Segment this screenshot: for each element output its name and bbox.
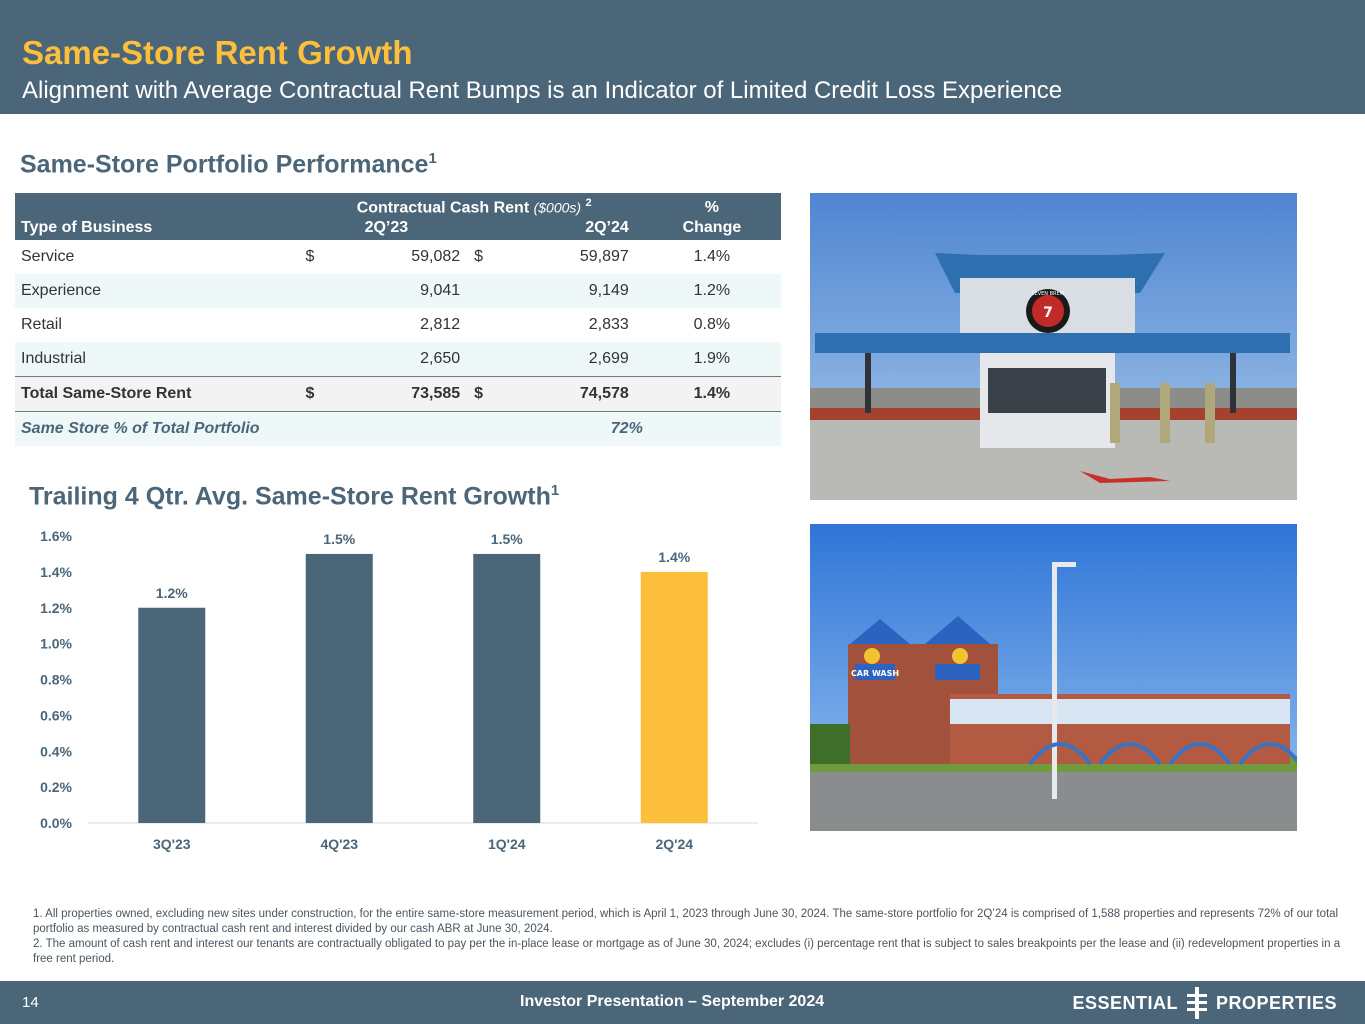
currency-symbol xyxy=(474,274,495,309)
row-name: Service xyxy=(21,248,75,266)
header-banner: Same-Store Rent Growth Alignment with Av… xyxy=(0,0,1365,114)
table-row: Experience 9,041 9,149 1.2% xyxy=(15,274,781,309)
bar-value-label: 1.5% xyxy=(323,531,355,547)
value-2q24: 2,833 xyxy=(588,316,629,334)
bar-value-label: 1.5% xyxy=(491,531,523,547)
value-2q24: 9,149 xyxy=(494,274,643,309)
footnotes: 1. All properties owned, excluding new s… xyxy=(33,907,1353,967)
currency-symbol xyxy=(474,342,495,377)
performance-title-text: Same-Store Portfolio Performance xyxy=(20,150,429,179)
rent-growth-bar-chart: 0.0% 0.2% 0.4% 0.6% 0.8% 1.0% 1.2% 1.4% 1.6% 1.2%… xyxy=(40,528,758,852)
company-logo: ESSENTIAL PROPERTIES xyxy=(1072,987,1337,1019)
value-2q23: 59,082 xyxy=(411,248,461,266)
y-tick-label: 1.0% xyxy=(40,636,72,652)
bar-3Q'23 xyxy=(138,607,206,823)
value-change: 1.9% xyxy=(642,342,781,377)
table-header-row: Type of Business Contractual Cash Rent (… xyxy=(15,193,781,241)
value-change: 1.4% xyxy=(693,248,731,266)
coffee-store-photo: 7 SEVEN BREW xyxy=(810,193,1297,500)
col-change-header: % Change xyxy=(642,193,781,241)
x-tick-label: 4Q'23 xyxy=(320,836,358,852)
y-tick-label: 0.2% xyxy=(40,779,72,795)
col-rent-header: Contractual Cash Rent ($000s) 2 2Q’23 2Q… xyxy=(305,193,643,241)
page-number: 14 xyxy=(22,994,39,1011)
currency-symbol: $ xyxy=(305,376,326,413)
table-total-row: Total Same-Store Rent $ 73,585 $ 74,578 … xyxy=(15,376,781,413)
performance-title-footnote: 1 xyxy=(428,150,437,167)
pct-value: 72% xyxy=(305,411,643,447)
footer-bar: 14 Investor Presentation – September 202… xyxy=(0,981,1365,1024)
table-row: Industrial 2,650 2,699 1.9% xyxy=(15,342,781,377)
svg-text:SEVEN BREW: SEVEN BREW xyxy=(1031,291,1064,297)
row-name: Industrial xyxy=(15,342,306,377)
value-change: 0.8% xyxy=(693,316,731,334)
trailing-title-footnote: 1 xyxy=(550,482,560,499)
currency-symbol: $ xyxy=(474,248,484,266)
bar-value-label: 1.4% xyxy=(658,549,690,565)
y-tick-label: 1.2% xyxy=(40,600,72,616)
y-tick-label: 1.6% xyxy=(40,528,72,544)
performance-table: Type of Business Contractual Cash Rent (… xyxy=(15,193,781,447)
row-name: Retail xyxy=(21,316,62,334)
table-row: Retail 2,812 2,833 0.8% xyxy=(15,308,781,342)
trailing-title-text: Trailing 4 Qtr. Avg. Same-Store Rent Gro… xyxy=(29,482,551,511)
page-title: Same-Store Rent Growth xyxy=(22,34,413,71)
x-tick-label: 3Q'23 xyxy=(153,836,191,852)
y-tick-label: 0.4% xyxy=(40,743,72,759)
footnote-2: 2. The amount of cash rent and interest … xyxy=(33,938,1341,965)
trailing-section-title: Trailing 4 Qtr. Avg. Same-Store Rent Gro… xyxy=(29,482,559,511)
row-name: Experience xyxy=(15,274,306,309)
value-2q23: 2,812 xyxy=(420,316,461,334)
logo-text-right: PROPERTIES xyxy=(1215,992,1337,1013)
currency-symbol xyxy=(306,308,326,342)
x-tick-label: 1Q'24 xyxy=(488,836,526,852)
footnote-1: 1. All properties owned, excluding new s… xyxy=(33,908,1339,935)
currency-symbol xyxy=(305,342,326,377)
svg-text:CAR WASH: CAR WASH xyxy=(851,669,899,678)
y-tick-label: 1.4% xyxy=(40,564,72,580)
rent-group-label: Contractual Cash Rent xyxy=(356,199,530,217)
total-2q23: 73,585 xyxy=(325,376,475,413)
value-2q23: 2,650 xyxy=(325,342,475,377)
rent-unit-label: ($000s) xyxy=(533,199,582,216)
logo-text-left: ESSENTIAL xyxy=(1072,992,1178,1013)
table-pct-row: Same Store % of Total Portfolio 72% xyxy=(15,411,781,447)
currency-symbol: $ xyxy=(474,376,495,413)
total-2q24: 74,578 xyxy=(494,376,643,413)
bar-4Q'23 xyxy=(305,553,373,823)
value-2q23: 9,041 xyxy=(325,274,475,309)
total-change: 1.4% xyxy=(642,376,781,413)
col-2q23-header: 2Q’23 xyxy=(364,219,409,237)
page-subtitle: Alignment with Average Contractual Rent … xyxy=(22,77,1063,104)
y-tick-label: 0.0% xyxy=(40,815,72,831)
x-tick-label: 2Q'24 xyxy=(655,836,693,852)
currency-symbol: $ xyxy=(305,248,315,266)
value-2q24: 2,699 xyxy=(494,342,643,377)
y-tick-label: 0.8% xyxy=(40,672,72,688)
bar-2Q'24 xyxy=(640,571,708,823)
car-wash-photo: CAR WASH xyxy=(810,524,1297,831)
bar-value-label: 1.2% xyxy=(156,585,188,601)
value-change: 1.2% xyxy=(642,274,781,309)
rent-footnote: 2 xyxy=(585,197,592,209)
table-row: Service $ 59,082 $ 59,897 1.4% xyxy=(15,240,781,274)
y-tick-label: 0.6% xyxy=(40,707,72,723)
presentation-label: Investor Presentation – September 2024 xyxy=(520,993,825,1010)
col-type-header: Type of Business xyxy=(15,193,306,241)
value-2q24: 59,897 xyxy=(579,248,629,266)
bar-1Q'24 xyxy=(473,553,541,823)
logo-mark-icon xyxy=(1186,987,1207,1019)
pct-label: Same Store % of Total Portfolio xyxy=(15,411,306,447)
col-2q24-header: 2Q’24 xyxy=(585,219,629,237)
svg-text:7: 7 xyxy=(1043,305,1053,321)
currency-symbol xyxy=(305,274,326,309)
performance-section-title: Same-Store Portfolio Performance1 xyxy=(20,150,437,179)
currency-symbol xyxy=(474,308,494,342)
total-label: Total Same-Store Rent xyxy=(15,376,306,413)
